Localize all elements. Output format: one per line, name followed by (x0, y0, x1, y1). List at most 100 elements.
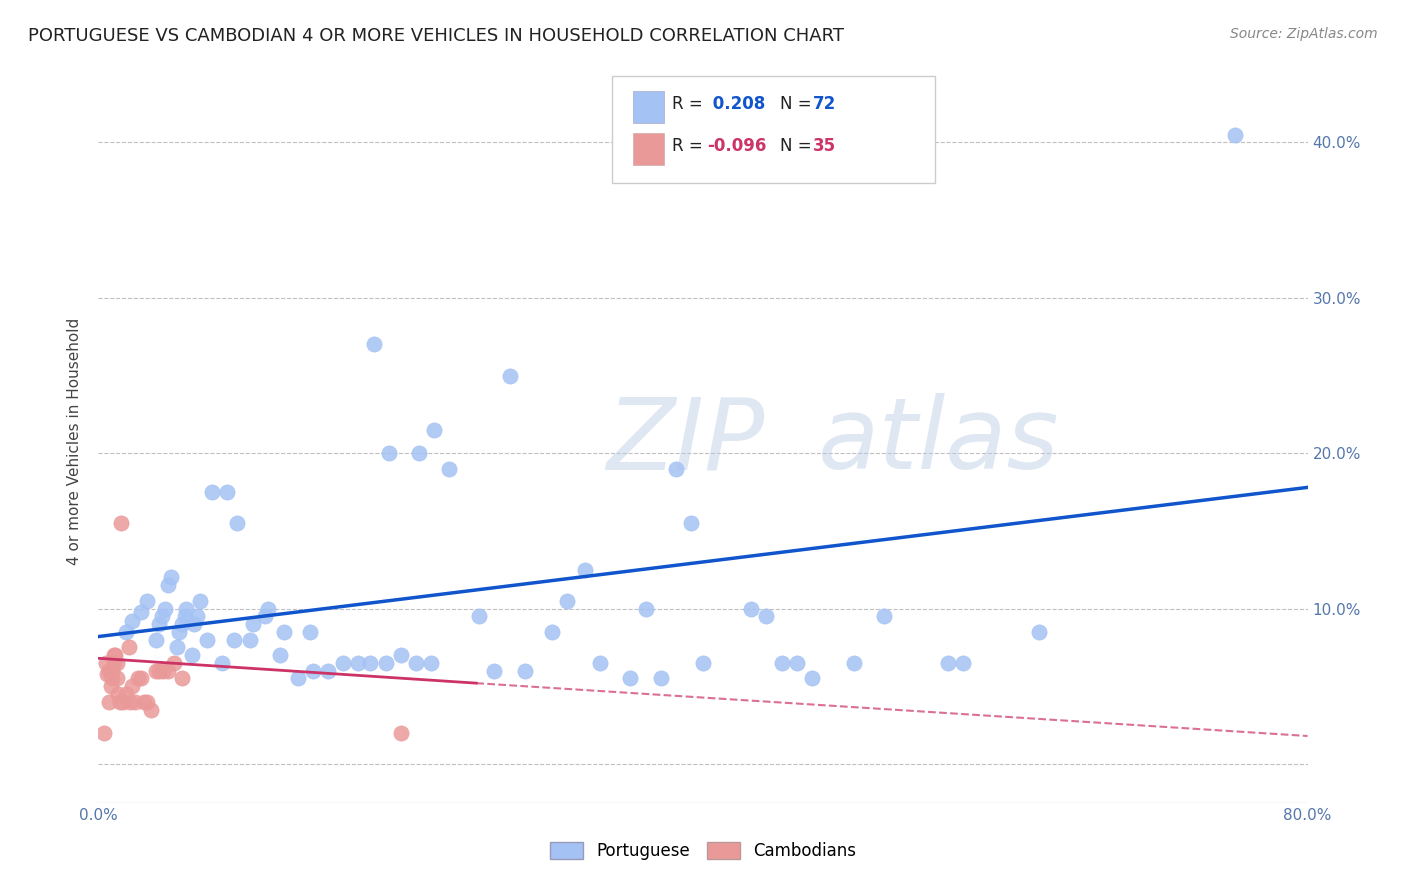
Point (347, 656, 370, 670)
Text: R =: R = (672, 95, 709, 113)
Point (101, 664, 124, 678)
Point (170, 672, 193, 686)
Point (114, 624, 136, 639)
Point (108, 695, 131, 709)
Point (679, 516, 702, 530)
Text: 72: 72 (813, 95, 837, 113)
Point (118, 640, 141, 655)
Point (437, 461, 460, 475)
Text: Source: ZipAtlas.com: Source: ZipAtlas.com (1230, 27, 1378, 41)
Point (201, 485, 224, 500)
Point (181, 648, 204, 663)
Point (183, 617, 205, 632)
Point (98, 664, 121, 678)
Point (114, 687, 136, 701)
Point (132, 695, 155, 709)
Point (423, 423, 446, 437)
Text: ZIP: ZIP (606, 393, 765, 490)
Point (103, 656, 125, 670)
Point (360, 656, 382, 670)
Point (363, 337, 385, 351)
Point (574, 563, 596, 577)
Point (93, 726, 115, 740)
Text: -0.096: -0.096 (707, 137, 766, 155)
Point (170, 617, 193, 632)
Point (98, 695, 121, 709)
Point (420, 656, 443, 670)
Point (468, 609, 491, 624)
Point (135, 695, 157, 709)
Point (498, 368, 520, 383)
Point (242, 617, 264, 632)
Point (103, 648, 125, 663)
Point (873, 609, 896, 624)
Point (299, 624, 322, 639)
Point (156, 578, 179, 592)
Point (224, 632, 246, 647)
Point (755, 609, 778, 624)
Point (150, 609, 173, 624)
Point (256, 601, 278, 615)
Point (770, 656, 793, 670)
Point (952, 656, 974, 670)
Point (211, 656, 233, 670)
Text: N =: N = (780, 137, 817, 155)
Point (1028, 624, 1050, 639)
Point (374, 656, 396, 670)
Point (105, 656, 128, 670)
Point (302, 664, 325, 678)
Point (166, 640, 188, 655)
Point (389, 726, 412, 740)
Text: 35: 35 (813, 137, 835, 155)
Text: PORTUGUESE VS CAMBODIAN 4 OR MORE VEHICLES IN HOUSEHOLD CORRELATION CHART: PORTUGUESE VS CAMBODIAN 4 OR MORE VEHICL… (28, 27, 844, 45)
Point (269, 648, 291, 663)
Point (389, 648, 412, 663)
Point (129, 605, 152, 619)
Text: atlas: atlas (818, 393, 1060, 490)
Point (273, 624, 295, 639)
Point (174, 601, 197, 615)
Legend: Portuguese, Cambodians: Portuguese, Cambodians (543, 835, 863, 867)
Point (94, 656, 117, 670)
Point (405, 656, 427, 670)
Point (145, 664, 167, 678)
Point (121, 614, 143, 628)
Point (692, 656, 714, 670)
Point (316, 664, 339, 678)
Text: 0.208: 0.208 (707, 95, 765, 113)
Point (634, 601, 657, 615)
Point (844, 656, 866, 670)
Point (101, 672, 124, 686)
Point (1223, 128, 1246, 142)
Point (145, 632, 167, 647)
Point (173, 609, 195, 624)
Point (105, 672, 128, 686)
Point (163, 656, 186, 670)
Y-axis label: 4 or more Vehicles in Household: 4 or more Vehicles in Household (67, 318, 83, 566)
Text: R =: R = (672, 137, 709, 155)
Point (936, 656, 959, 670)
Point (188, 594, 211, 608)
Point (152, 664, 174, 678)
Point (239, 632, 262, 647)
Text: N =: N = (780, 95, 817, 113)
Point (156, 664, 179, 678)
Point (111, 695, 134, 709)
Point (253, 609, 276, 624)
Point (513, 664, 536, 678)
Point (215, 485, 238, 500)
Point (121, 679, 143, 693)
Point (129, 672, 152, 686)
Point (100, 664, 122, 678)
Point (96, 666, 118, 681)
Point (135, 594, 157, 608)
Point (127, 672, 149, 686)
Point (226, 516, 249, 530)
Point (665, 461, 688, 475)
Point (786, 656, 808, 670)
Point (148, 617, 170, 632)
Point (160, 570, 183, 584)
Point (377, 446, 399, 460)
Point (589, 656, 612, 670)
Point (800, 672, 823, 686)
